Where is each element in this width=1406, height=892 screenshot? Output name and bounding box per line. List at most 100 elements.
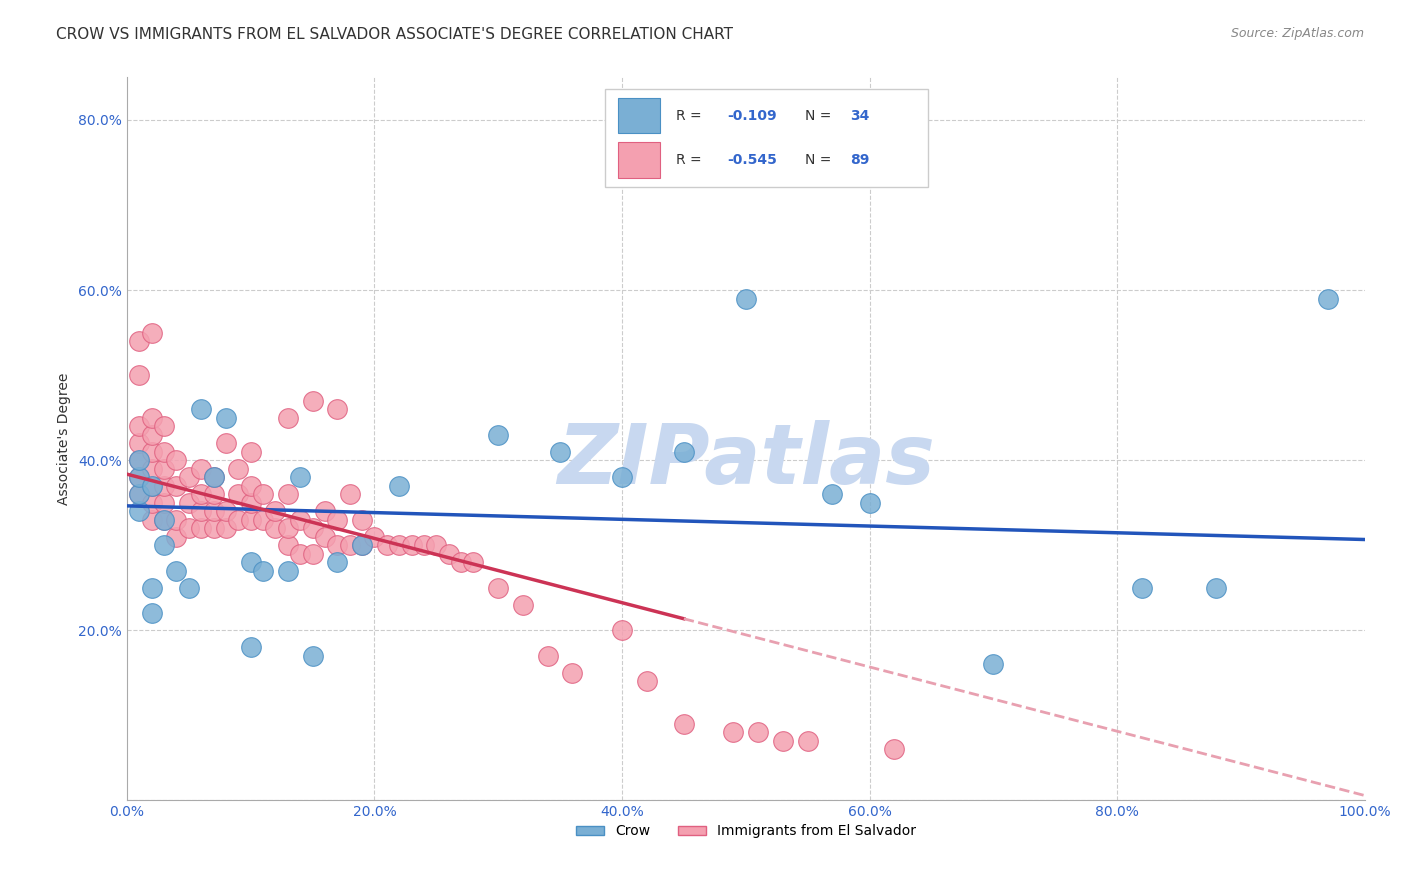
- Point: [388, 538, 411, 552]
- Point: [252, 564, 274, 578]
- Point: [226, 461, 249, 475]
- Text: 34: 34: [851, 109, 870, 123]
- Point: [610, 623, 633, 637]
- FancyBboxPatch shape: [605, 89, 928, 187]
- Text: 89: 89: [851, 153, 870, 167]
- Point: [128, 419, 150, 434]
- Point: [339, 538, 361, 552]
- Point: [548, 444, 571, 458]
- Point: [190, 461, 212, 475]
- Point: [141, 461, 163, 475]
- Point: [326, 555, 349, 569]
- Point: [277, 487, 299, 501]
- Point: [352, 538, 374, 552]
- Point: [463, 555, 485, 569]
- Point: [141, 427, 163, 442]
- Point: [141, 478, 163, 492]
- Point: [141, 478, 163, 492]
- Point: [277, 521, 299, 535]
- Point: [141, 581, 163, 595]
- Point: [561, 665, 583, 680]
- Point: [636, 674, 658, 689]
- FancyBboxPatch shape: [617, 142, 659, 178]
- Point: [190, 487, 212, 501]
- Point: [252, 513, 274, 527]
- Point: [413, 538, 436, 552]
- Point: [796, 733, 818, 747]
- Point: [202, 504, 225, 518]
- Point: [239, 444, 262, 458]
- Point: [190, 504, 212, 518]
- Point: [314, 530, 336, 544]
- Point: [141, 410, 163, 425]
- Point: [202, 470, 225, 484]
- Point: [301, 393, 323, 408]
- Point: [723, 725, 745, 739]
- Point: [239, 555, 262, 569]
- Point: [215, 436, 238, 450]
- Point: [375, 538, 398, 552]
- Point: [128, 453, 150, 467]
- Point: [672, 444, 695, 458]
- Point: [512, 598, 534, 612]
- FancyBboxPatch shape: [617, 98, 659, 133]
- Point: [128, 487, 150, 501]
- Text: R =: R =: [676, 109, 706, 123]
- Point: [141, 444, 163, 458]
- Point: [177, 521, 200, 535]
- Point: [202, 521, 225, 535]
- Point: [239, 640, 262, 654]
- Point: [1205, 581, 1227, 595]
- Point: [314, 504, 336, 518]
- Point: [128, 470, 150, 484]
- Point: [326, 402, 349, 417]
- Point: [153, 444, 176, 458]
- Point: [128, 453, 150, 467]
- Point: [153, 513, 176, 527]
- Point: [883, 742, 905, 756]
- Point: [352, 538, 374, 552]
- Point: [239, 478, 262, 492]
- Point: [128, 368, 150, 382]
- Point: [153, 461, 176, 475]
- Text: ZIPatlas: ZIPatlas: [557, 420, 935, 501]
- Point: [401, 538, 423, 552]
- Point: [128, 334, 150, 348]
- Point: [153, 419, 176, 434]
- Point: [141, 513, 163, 527]
- Point: [486, 427, 509, 442]
- Point: [128, 504, 150, 518]
- Point: [153, 538, 176, 552]
- Point: [425, 538, 447, 552]
- Point: [734, 292, 756, 306]
- Point: [141, 606, 163, 620]
- Y-axis label: Associate's Degree: Associate's Degree: [58, 373, 72, 505]
- Point: [772, 733, 794, 747]
- Point: [165, 478, 187, 492]
- Point: [190, 521, 212, 535]
- Point: [277, 564, 299, 578]
- Text: Source: ZipAtlas.com: Source: ZipAtlas.com: [1230, 27, 1364, 40]
- Point: [672, 716, 695, 731]
- Point: [301, 521, 323, 535]
- Point: [264, 521, 287, 535]
- Point: [153, 495, 176, 509]
- Point: [450, 555, 472, 569]
- Point: [252, 487, 274, 501]
- Point: [821, 487, 844, 501]
- Point: [202, 470, 225, 484]
- Point: [339, 487, 361, 501]
- Point: [190, 402, 212, 417]
- Point: [128, 487, 150, 501]
- Point: [165, 453, 187, 467]
- Point: [277, 538, 299, 552]
- Point: [264, 504, 287, 518]
- Point: [326, 538, 349, 552]
- Point: [141, 326, 163, 340]
- Point: [288, 513, 311, 527]
- Point: [537, 648, 560, 663]
- Point: [363, 530, 385, 544]
- Point: [288, 547, 311, 561]
- Point: [301, 547, 323, 561]
- Point: [326, 513, 349, 527]
